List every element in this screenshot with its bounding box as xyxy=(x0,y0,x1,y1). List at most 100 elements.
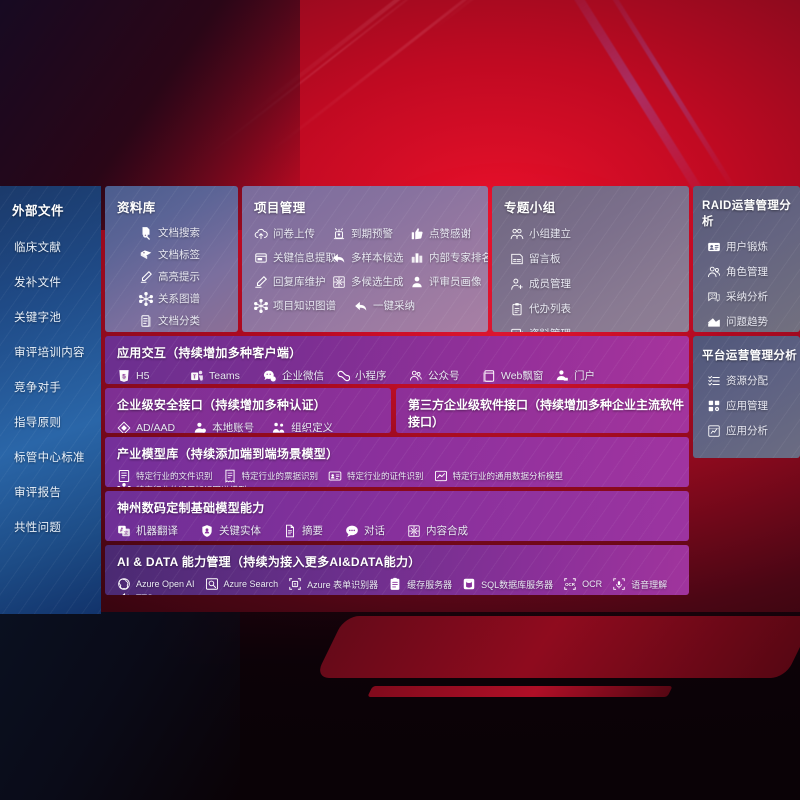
thumbs-up-icon xyxy=(410,227,424,241)
sidebar-item-review-training[interactable]: 审评培训内容 xyxy=(14,347,85,359)
item-chat[interactable]: 对话 xyxy=(345,523,385,538)
item-content-synthesis[interactable]: 内容合成 xyxy=(407,523,468,538)
edit-pen-icon xyxy=(254,275,268,289)
arrow-back-icon xyxy=(354,299,368,313)
item-label: 小组建立 xyxy=(529,228,571,240)
item-label: 角色管理 xyxy=(726,266,768,278)
panel-platform-items: 资源分配 应用管理 应用分析 xyxy=(693,363,800,438)
panel-project-management: 项目管理 问卷上传 到期预警 点赞感谢 关键信息提取 多样本候选 xyxy=(242,186,488,332)
item-web-popup[interactable]: Web飘窗 xyxy=(482,368,555,383)
sidebar-item-standards-center[interactable]: 标管中心标准 xyxy=(14,452,85,464)
item-project-knowledge-graph[interactable]: 项目知识图谱 xyxy=(254,298,354,313)
item-one-click-adopt[interactable]: 一键采纳 xyxy=(354,298,432,313)
sidebar-item-keyword-pool[interactable]: 关键字池 xyxy=(14,312,62,324)
panel-team-items: 小组建立 留言板 成员管理 代办列表 资料管理 事项提醒 xyxy=(492,216,689,332)
item-file-recognition[interactable]: 特定行业的文件识别 xyxy=(117,469,213,483)
item-thumbs-up-thanks[interactable]: 点赞感谢 xyxy=(410,226,488,241)
sql-database-icon xyxy=(462,577,476,591)
item-label: Azure Search xyxy=(223,579,279,589)
item-document-tag[interactable]: 文档标签 xyxy=(139,247,238,262)
item-highlight-hint[interactable]: 高亮提示 xyxy=(139,269,238,284)
item-label: 特定行业的通用数据分析模型 xyxy=(452,471,564,481)
item-label: 问卷上传 xyxy=(273,228,315,240)
item-expiry-alert[interactable]: 到期预警 xyxy=(332,226,410,241)
item-local-account[interactable]: 本地账号 xyxy=(193,420,254,433)
tts-icon xyxy=(117,591,131,595)
item-h5[interactable]: 5 H5 xyxy=(117,368,190,383)
miniprogram-icon xyxy=(336,369,350,383)
item-adoption-analysis[interactable]: QA 采纳分析 xyxy=(707,289,800,304)
item-ad-aad[interactable]: AD/AAD xyxy=(117,420,175,433)
item-cache-server[interactable]: 缓存服务器 xyxy=(388,577,452,591)
item-multi-candidate-generation[interactable]: 多候选生成 xyxy=(332,274,410,289)
item-label: 点赞感谢 xyxy=(429,228,471,240)
item-role-management[interactable]: 角色管理 xyxy=(707,264,800,279)
item-azure-search[interactable]: Azure Search xyxy=(205,577,279,591)
item-wechat-work[interactable]: 企业微信 xyxy=(263,368,336,383)
panel-platform-analysis: 平台运营管理分析 资源分配 应用管理 应用分析 xyxy=(693,336,800,458)
item-azure-openai[interactable]: Azure Open AI xyxy=(117,577,195,591)
item-miniprogram[interactable]: 小程序 xyxy=(336,368,409,383)
item-document-category[interactable]: 文档分类 xyxy=(139,313,238,328)
item-material-management[interactable]: 资料管理 xyxy=(510,326,590,332)
svg-text:A: A xyxy=(120,527,124,533)
item-issue-trend[interactable]: 问题趋势 xyxy=(707,314,800,329)
item-message-board[interactable]: 留言板 xyxy=(510,251,590,266)
item-application-analysis[interactable]: 应用分析 xyxy=(707,423,800,438)
item-group-create[interactable]: 小组建立 xyxy=(510,226,590,241)
item-relation-graph[interactable]: 关系图谱 xyxy=(139,291,238,306)
sidebar-item-supplement-files[interactable]: 发补文件 xyxy=(14,277,62,289)
file-recognize-icon xyxy=(117,469,131,483)
item-resource-allocation[interactable]: 资源分配 xyxy=(707,373,800,388)
item-knowledge-graph-model[interactable]: 特定行业的通用知识图谱模型 xyxy=(117,483,247,487)
item-label: 小程序 xyxy=(355,370,387,382)
item-multi-sample-candidate[interactable]: 多样本候选 xyxy=(332,250,410,265)
item-official-account[interactable]: 公众号 xyxy=(409,368,482,383)
item-todo-list[interactable]: 代办列表 xyxy=(510,301,590,316)
item-internal-expert-ranking[interactable]: 内部专家排名 xyxy=(410,250,488,265)
clipboard-icon xyxy=(510,302,524,316)
sidebar-item-review-report[interactable]: 审评报告 xyxy=(14,487,62,499)
item-tts[interactable]: TTS xyxy=(117,591,153,595)
svg-text:5: 5 xyxy=(122,373,126,380)
item-teams[interactable]: T Teams xyxy=(190,368,263,383)
teams-icon: T xyxy=(190,369,204,383)
item-questionnaire-upload[interactable]: 问卷上传 xyxy=(254,226,332,241)
item-ocr[interactable]: OCR OCR xyxy=(563,577,602,591)
panel-library: 资料库 文档搜索 文档标签 高亮提示 关系图谱 文档分类 xyxy=(105,186,238,332)
item-document-search[interactable]: 文档搜索 xyxy=(139,225,238,240)
item-receipt-recognition[interactable]: 特定行业的票据识别 xyxy=(223,469,319,483)
item-reviewer-portrait[interactable]: 评审员画像 xyxy=(410,274,488,289)
item-key-entity[interactable]: 关键实体 xyxy=(200,523,261,538)
item-portal[interactable]: 门户 xyxy=(555,368,628,383)
item-label: Teams xyxy=(209,369,240,382)
item-form-recognizer[interactable]: Azure 表单识别器 xyxy=(288,577,378,591)
item-org-definition[interactable]: 组织定义 xyxy=(272,420,333,433)
sidebar-item-clinical-literature[interactable]: 临床文献 xyxy=(14,242,62,254)
item-sql-database-server[interactable]: SQL数据库服务器 xyxy=(462,577,553,591)
item-application-management[interactable]: 应用管理 xyxy=(707,398,800,413)
item-dialog[interactable]: 对话 xyxy=(117,383,190,384)
apps-gear-icon xyxy=(707,399,721,413)
panel-raid-analysis: RAID运营管理分析 用户锻炼 角色管理 QA 采纳分析 问题趋势 xyxy=(693,186,800,332)
item-label: 特定行业的票据识别 xyxy=(241,471,319,481)
item-user-training[interactable]: 用户锻炼 xyxy=(707,239,800,254)
item-idcard-recognition[interactable]: 特定行业的证件识别 xyxy=(328,469,424,483)
item-label: Azure Open AI xyxy=(136,579,195,589)
sidebar-item-guidelines[interactable]: 指导原则 xyxy=(14,417,62,429)
item-reply-library-maintenance[interactable]: 回复库维护 xyxy=(254,274,332,289)
item-data-analysis-model[interactable]: 特定行业的通用数据分析模型 xyxy=(434,469,564,483)
grid-expand-icon xyxy=(407,524,421,538)
item-label: 对话 xyxy=(364,525,385,537)
background-bottom-left-shade xyxy=(0,612,240,800)
sidebar-item-common-issues[interactable]: 共性问题 xyxy=(14,522,62,534)
item-speech-understanding[interactable]: 语音理解 xyxy=(612,577,667,591)
sidebar-item-competitors[interactable]: 竞争对手 xyxy=(14,382,62,394)
item-label: 一键采纳 xyxy=(373,300,415,312)
cloud-upload-icon xyxy=(254,227,268,241)
item-member-management[interactable]: 成员管理 xyxy=(510,276,590,291)
item-key-info-extraction[interactable]: 关键信息提取 xyxy=(254,250,336,265)
item-summary[interactable]: 摘要 xyxy=(283,523,323,538)
